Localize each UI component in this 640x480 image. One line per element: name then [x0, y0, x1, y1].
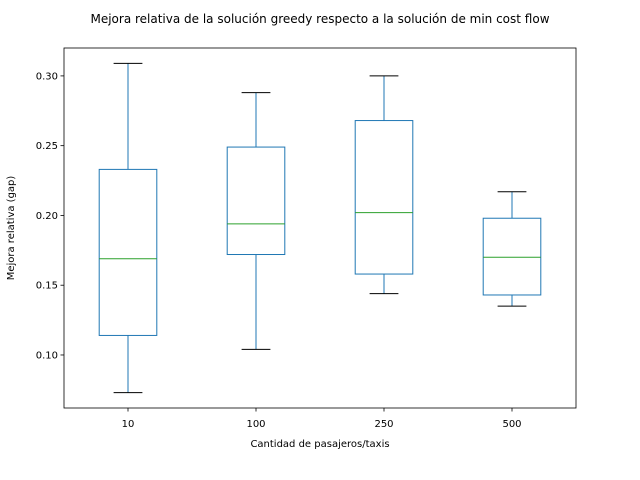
y-tick-label: 0.20: [36, 211, 58, 222]
box-series: [98, 62, 542, 394]
box-10: [98, 62, 158, 394]
x-tick-label: 500: [502, 419, 521, 430]
y-tick-label: 0.15: [36, 281, 58, 292]
iqr-box: [354, 120, 414, 275]
iqr-box: [226, 146, 286, 256]
x-tick-label: 250: [374, 419, 393, 430]
y-tick-label: 0.10: [36, 350, 58, 361]
x-axis: 10 100 250 500: [122, 408, 522, 430]
y-tick-label: 0.25: [36, 141, 58, 152]
plot-area-frame: [63, 47, 577, 409]
x-axis-label: Cantidad de pasajeros/taxis: [250, 439, 389, 450]
y-tick-label: 0.30: [36, 71, 58, 82]
box-500: [482, 191, 542, 307]
y-axis: 0.10 0.15 0.20 0.25 0.30: [36, 71, 64, 361]
x-tick-label: 100: [246, 419, 265, 430]
y-axis-label: Mejora relativa (gap): [6, 176, 17, 281]
iqr-box: [482, 217, 542, 296]
iqr-box: [98, 168, 158, 336]
box-250: [354, 75, 414, 295]
chart-title: Mejora relativa de la solución greedy re…: [90, 12, 549, 26]
box-100: [226, 92, 286, 350]
x-tick-label: 10: [122, 419, 135, 430]
